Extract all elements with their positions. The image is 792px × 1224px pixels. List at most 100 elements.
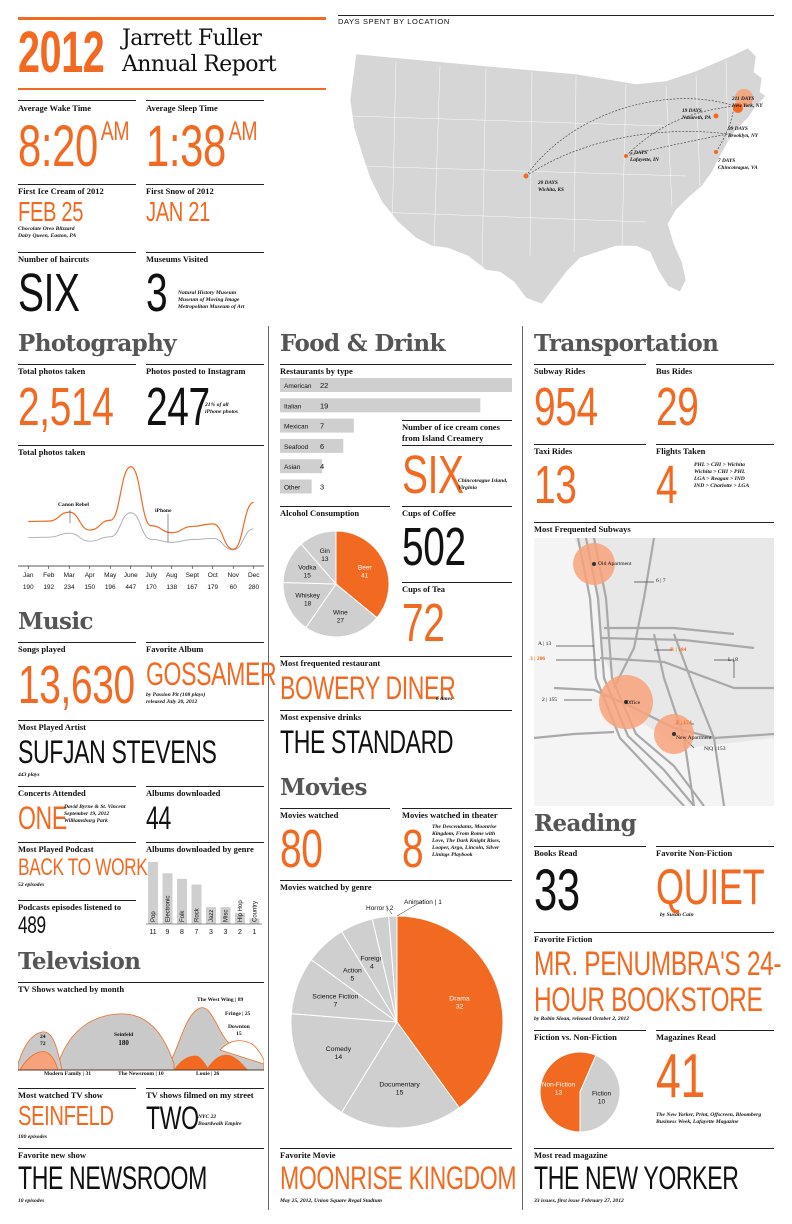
movies-theater-label: Movies watched in theater: [402, 810, 498, 820]
annot-canon: Canon Rebel: [58, 502, 89, 508]
tv-street-value: TWO: [146, 1100, 199, 1136]
bar: [162, 873, 173, 924]
bar: [280, 378, 512, 392]
x-tick-label: Feb: [43, 572, 55, 579]
coffee-label: Cups of Coffee: [402, 508, 456, 518]
section-reading: Reading: [534, 810, 637, 837]
bar-category-label: Mexican: [284, 424, 309, 431]
photos-total-value: 2,514: [18, 377, 114, 437]
tv-chart-title: TV Shows watched by month: [18, 984, 125, 994]
loc-wichita: 20 DAYS Wichita, KS: [538, 180, 565, 193]
fiction-note: by Robin Sloan, released October 2, 2012: [534, 1016, 630, 1022]
title-line-1: Jarrett Fuller: [122, 26, 262, 51]
data-label: 447: [125, 584, 136, 591]
mags-value: 41: [656, 1042, 705, 1111]
movies-watched-label: Movies watched: [280, 810, 339, 820]
icecream-value: FEB 25: [18, 196, 84, 227]
pie-slice: [282, 582, 337, 629]
bar: [191, 884, 202, 924]
bar-category-label: Pop: [151, 911, 157, 922]
data-label: 234: [64, 584, 75, 591]
map-title: DAYS SPENT BY LOCATION: [338, 17, 450, 26]
nonfic-label: Favorite Non-Fiction: [656, 848, 733, 858]
bar-category-label: Italian: [284, 403, 302, 410]
stream-seinfeld: [57, 1013, 175, 1071]
pie-slice-label: Comedy: [326, 1046, 352, 1053]
mags-label: Magazines Read: [656, 1032, 716, 1042]
data-label: 9: [166, 929, 170, 936]
fav-movie-label: Favorite Movie: [280, 1150, 336, 1160]
data-label: 6: [320, 442, 324, 451]
icecream-cones-value: SIX: [402, 445, 464, 505]
concerts-note: David Byrne & St. Vincent September 19, 2…: [64, 804, 126, 824]
pie-slice: [300, 530, 337, 586]
col-divider-2: [522, 326, 523, 1210]
books-value: 33: [534, 858, 580, 923]
x-tick-label: Apr: [85, 572, 96, 579]
bar: [249, 918, 260, 924]
subways-map-label: Most Frequented Subways: [534, 524, 631, 534]
tv-most-note: 180 episodes: [18, 1134, 48, 1140]
artist-note: 443 plays: [18, 772, 40, 778]
fiction-value: MR. PENUMBRA'S 24- HOUR BOOKSTORE: [534, 945, 782, 1019]
drinks-value: THE STANDARD: [280, 724, 454, 760]
data-label: 138: [166, 584, 177, 591]
bus-label: Bus Rides: [656, 366, 693, 376]
albums-label: Albums downloaded: [146, 788, 221, 798]
data-label: 1: [253, 929, 257, 936]
tea-label: Cups of Tea: [402, 584, 445, 594]
tv-most-label: Most watched TV show: [18, 1090, 103, 1100]
icecream-cones-label: Number of ice cream cones from Island Cre…: [402, 422, 500, 443]
podeps-label: Podcasts episodes listened to: [18, 902, 122, 912]
tv-street-note: NYC 22 Boardwalk Empire: [198, 1114, 242, 1127]
data-label: 60: [230, 584, 238, 591]
map-L: L | 8: [728, 657, 738, 663]
data-label: 3: [224, 929, 228, 936]
tv-stream-chart: [18, 1007, 264, 1071]
fav-movie-note: May 25, 2012, Union Square Regal Stadium: [280, 1198, 382, 1204]
subway-map: [534, 538, 774, 806]
pie-slice-label: Fiction: [592, 1090, 612, 1097]
map-F: F | 174: [676, 720, 692, 726]
annot-iphone: iPhone: [155, 508, 172, 514]
section-movies: Movies: [280, 774, 367, 801]
tv-fringe: Fringe | 25: [225, 1011, 251, 1017]
artist-value: SUFJAN STEVENS: [18, 734, 217, 770]
pie-slice-label: Horror | 2: [366, 905, 394, 912]
section-transportation: Transportation: [534, 330, 719, 357]
data-label: 22: [320, 381, 328, 390]
data-label: 167: [187, 584, 198, 591]
pie-slice-label: Science Fiction: [312, 993, 358, 1000]
songs-label: Songs played: [18, 644, 66, 654]
data-label: 3: [209, 929, 213, 936]
flights-value: 4: [656, 455, 678, 515]
x-tick-label: Nov: [227, 572, 239, 579]
genre-bar-chart: Pop 11 Electronic 9 Folk 8 Rock 7 Jazz 3 Misc 3 Hip …: [146, 862, 262, 936]
pie-slice-label: Non-Fiction: [542, 1082, 576, 1089]
taxi-label: Taxi Rides: [534, 446, 573, 456]
bar: [280, 418, 354, 433]
map-office: Office: [626, 700, 641, 706]
instagram-label: Photos posted to Instagram: [146, 366, 246, 376]
tv-downton: Downton 15: [228, 1024, 250, 1037]
data-label: 196: [105, 584, 116, 591]
icecream-cones-note: Chincoteague Island, Virginia: [458, 478, 508, 491]
bar-category-label: Hip Hop: [238, 900, 244, 922]
bar-category-label: Other: [284, 485, 301, 492]
us-map: [349, 47, 767, 305]
data-label: 179: [207, 584, 218, 591]
mags-note: The New Yorker, Print, Offscreen, Bloomb…: [656, 1112, 762, 1125]
bar: [280, 398, 481, 413]
fiction-label: Favorite Fiction: [534, 934, 593, 944]
albums-value: 44: [146, 800, 171, 836]
map-2: 2 | 155: [542, 697, 558, 703]
tv-louie: Louie | 26: [196, 1071, 220, 1077]
tv-modern: Modern Family | 31: [44, 1071, 92, 1077]
pie-slice-label: Gin: [320, 548, 331, 555]
data-label: 170: [146, 584, 157, 591]
stream-louie: [206, 1054, 248, 1070]
map-A: A | 13: [538, 641, 552, 647]
header-top-rule: [18, 17, 326, 20]
report-year: 2012: [18, 20, 105, 85]
